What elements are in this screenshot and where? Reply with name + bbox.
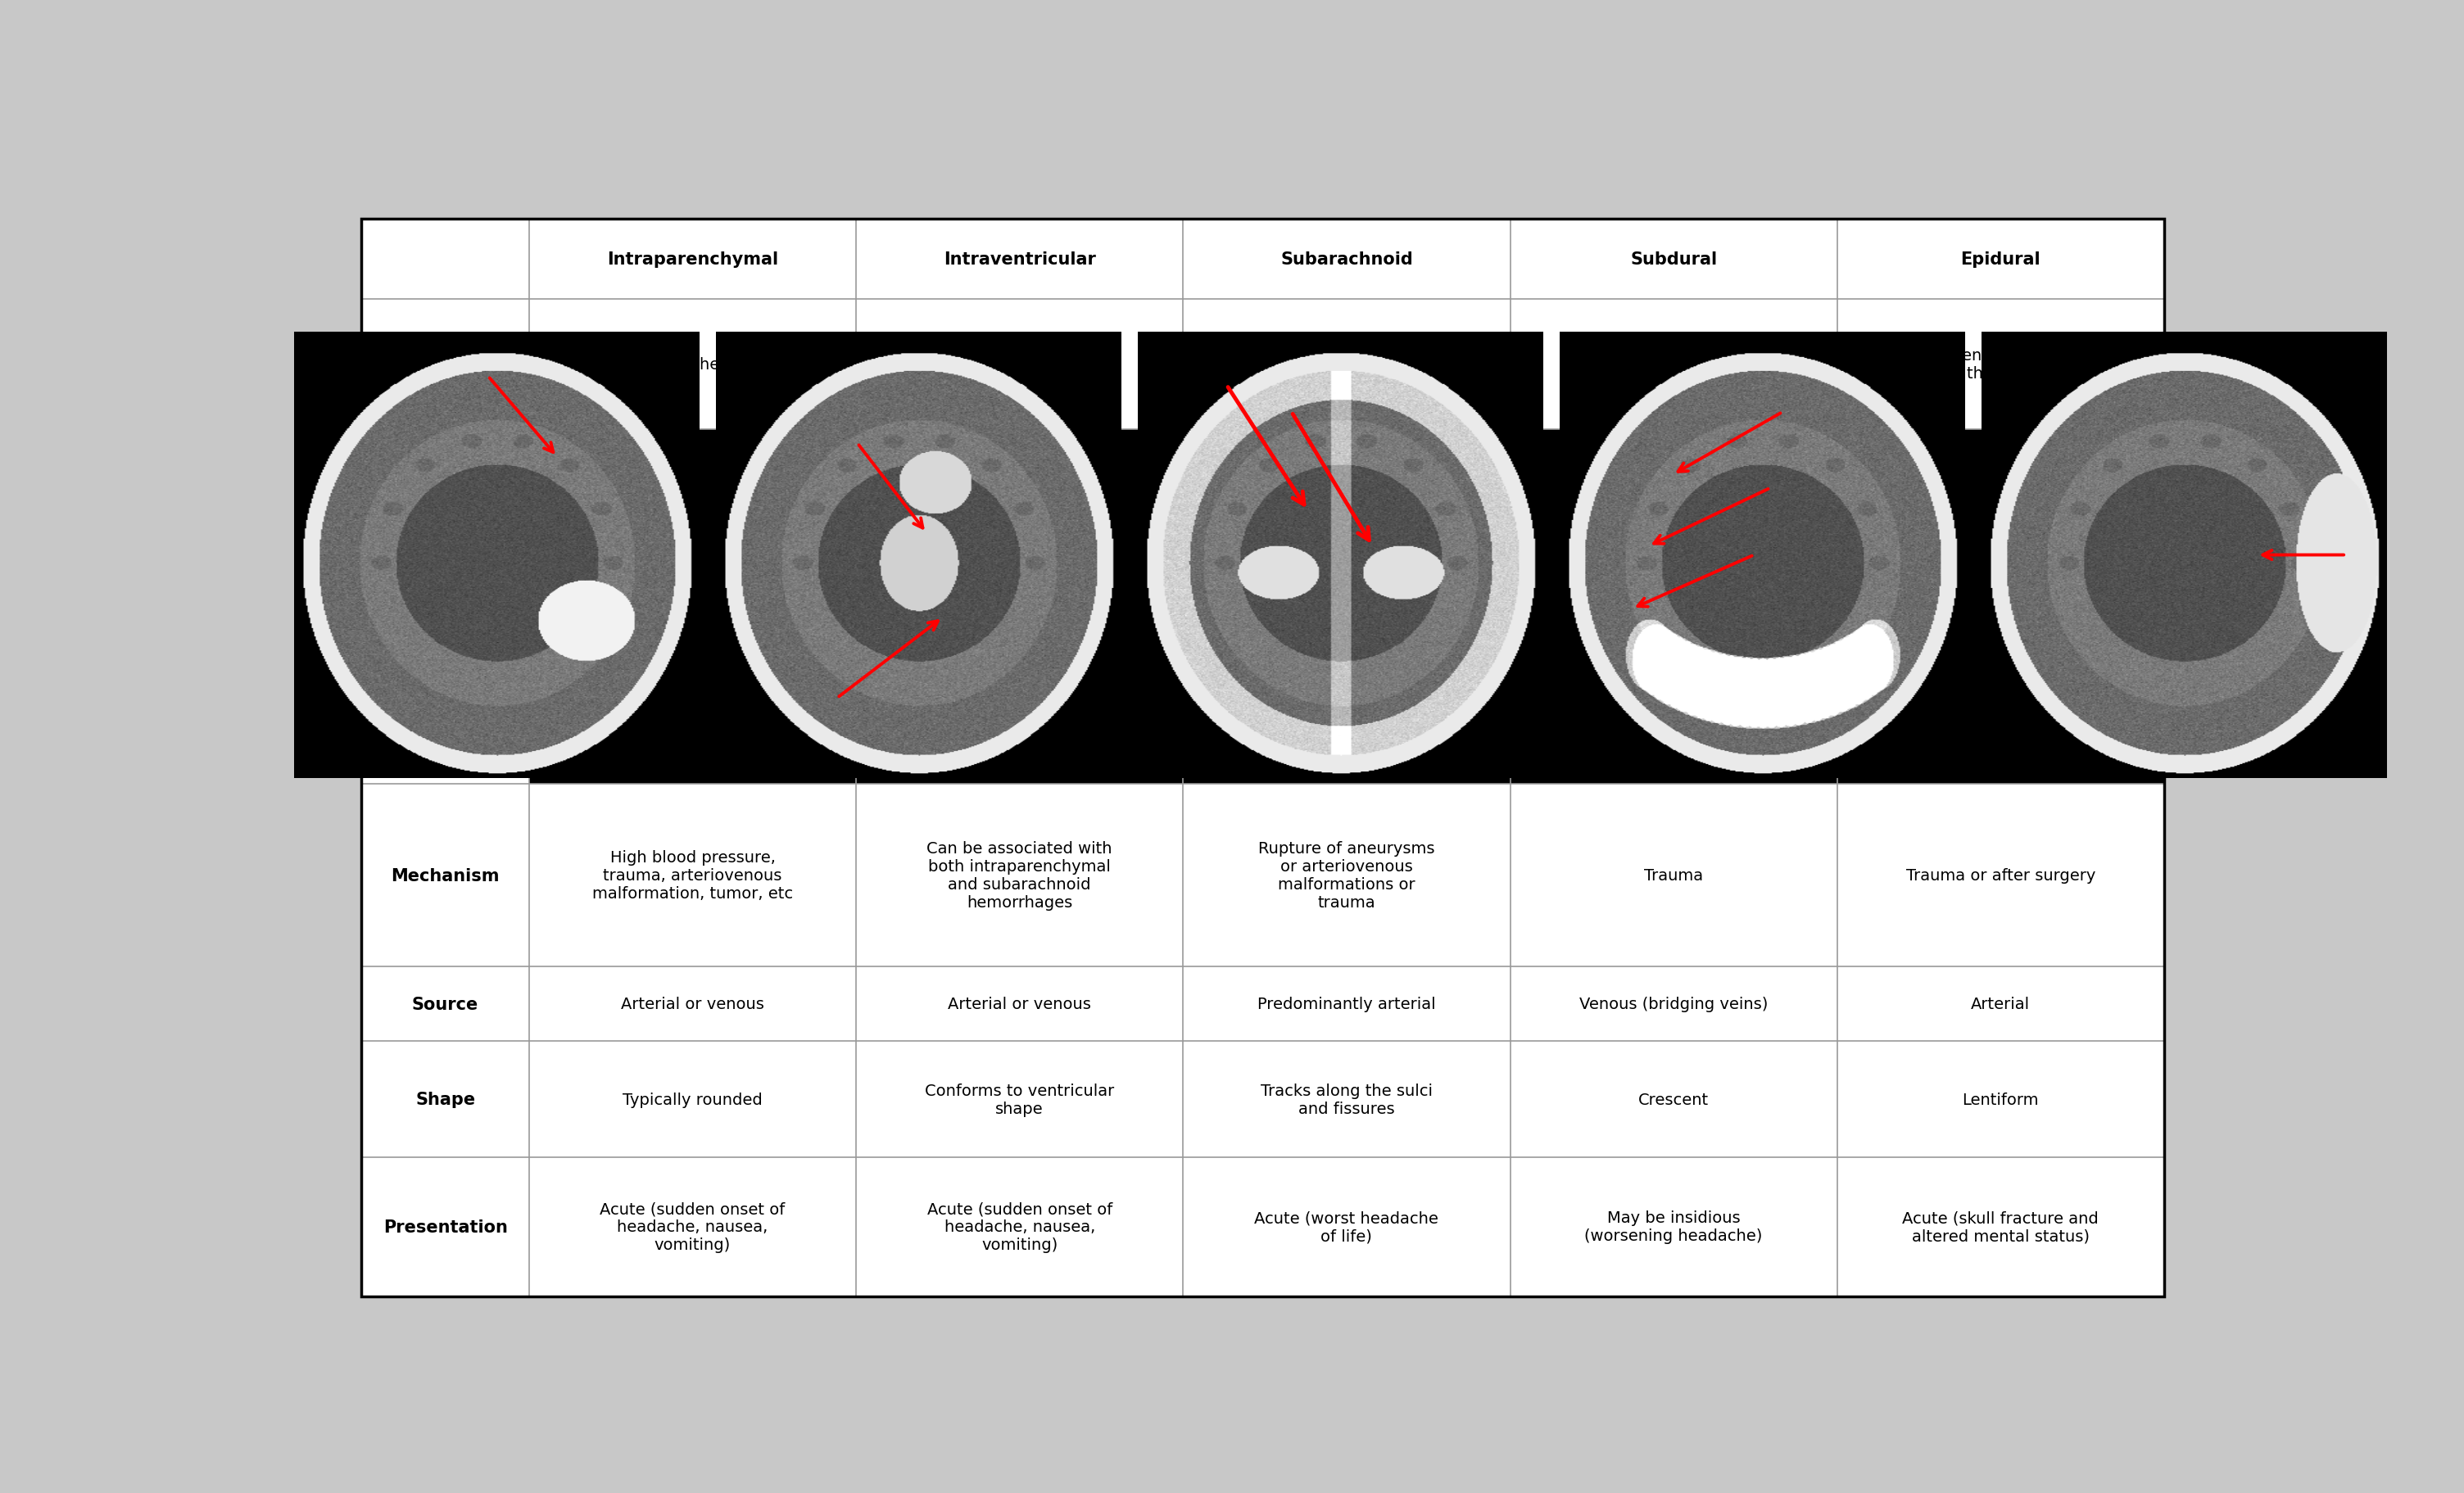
Text: Between the dura and
the skull: Between the dura and the skull — [1912, 348, 2089, 381]
Text: Intraparenchymal: Intraparenchymal — [606, 251, 779, 267]
Bar — [1183, 1042, 1510, 1157]
Text: Arterial or venous: Arterial or venous — [949, 996, 1092, 1012]
Text: Can be associated with
both intraparenchymal
and subarachnoid
hemorrhages: Can be associated with both intraparench… — [926, 841, 1111, 911]
Bar — [1183, 300, 1510, 430]
Bar — [1510, 967, 1838, 1042]
Bar — [855, 784, 1183, 967]
Bar — [362, 784, 530, 967]
Bar — [1838, 219, 2163, 300]
Text: Venous (bridging veins): Venous (bridging veins) — [1579, 996, 1769, 1012]
Bar — [1838, 300, 2163, 430]
Text: Location: Location — [404, 357, 485, 373]
Text: Crescent: Crescent — [1639, 1091, 1710, 1108]
Text: Imaging: Imaging — [407, 599, 485, 615]
Bar — [855, 967, 1183, 1042]
Text: Shape: Shape — [416, 1091, 476, 1108]
Bar — [530, 1042, 855, 1157]
Text: Typically rounded: Typically rounded — [623, 1091, 761, 1108]
Bar — [362, 300, 530, 430]
Bar — [362, 967, 530, 1042]
Text: Acute (skull fracture and
altered mental status): Acute (skull fracture and altered mental… — [1902, 1211, 2099, 1244]
Bar — [1838, 1157, 2163, 1296]
Bar — [530, 430, 2163, 784]
Bar — [1510, 300, 1838, 430]
Text: Subarachnoid: Subarachnoid — [1281, 251, 1412, 267]
Text: Conforms to ventricular
shape: Conforms to ventricular shape — [924, 1082, 1114, 1117]
Text: Rupture of aneurysms
or arteriovenous
malformations or
trauma: Rupture of aneurysms or arteriovenous ma… — [1259, 841, 1434, 911]
Bar — [362, 1157, 530, 1296]
Bar — [1183, 784, 1510, 967]
Text: Inside of the brain: Inside of the brain — [621, 357, 766, 372]
Text: Epidural: Epidural — [1961, 251, 2040, 267]
Text: Predominantly arterial: Predominantly arterial — [1257, 996, 1437, 1012]
Text: Acute (worst headache
of life): Acute (worst headache of life) — [1254, 1211, 1439, 1244]
Bar — [855, 219, 1183, 300]
Text: Trauma: Trauma — [1643, 867, 1703, 884]
Bar — [530, 219, 855, 300]
Bar — [1838, 784, 2163, 967]
Text: Between the Dura and
the arachnoid: Between the Dura and the arachnoid — [1584, 348, 1764, 381]
Text: Lentiform: Lentiform — [1961, 1091, 2038, 1108]
Text: Subdural: Subdural — [1631, 251, 1717, 267]
Text: Presentation: Presentation — [382, 1218, 508, 1235]
Text: Source: Source — [411, 996, 478, 1012]
Text: Acute (sudden onset of
headache, nausea,
vomiting): Acute (sudden onset of headache, nausea,… — [599, 1200, 786, 1253]
Text: Between the arachnoid
and the pia mater: Between the arachnoid and the pia mater — [1254, 348, 1439, 381]
Text: Mechanism: Mechanism — [392, 867, 500, 884]
Bar — [1838, 967, 2163, 1042]
Bar — [530, 784, 855, 967]
Text: Intraventricular: Intraventricular — [944, 251, 1096, 267]
Text: Arterial: Arterial — [1971, 996, 2030, 1012]
Bar — [1183, 1157, 1510, 1296]
Text: Acute (sudden onset of
headache, nausea,
vomiting): Acute (sudden onset of headache, nausea,… — [926, 1200, 1111, 1253]
Bar — [362, 219, 530, 300]
Bar — [1510, 1157, 1838, 1296]
Bar — [855, 1157, 1183, 1296]
Text: Tracks along the sulci
and fissures: Tracks along the sulci and fissures — [1262, 1082, 1432, 1117]
Bar — [855, 1042, 1183, 1157]
Bar — [1838, 1042, 2163, 1157]
Bar — [1183, 219, 1510, 300]
Bar — [362, 430, 530, 784]
Bar — [1510, 784, 1838, 967]
Bar — [855, 300, 1183, 430]
Text: May be insidious
(worsening headache): May be insidious (worsening headache) — [1584, 1211, 1762, 1244]
Bar — [530, 300, 855, 430]
Bar — [530, 1157, 855, 1296]
Text: Arterial or venous: Arterial or venous — [621, 996, 764, 1012]
Bar — [1510, 219, 1838, 300]
Bar — [530, 967, 855, 1042]
Text: High blood pressure,
trauma, arteriovenous
malformation, tumor, etc: High blood pressure, trauma, arterioveno… — [591, 850, 793, 902]
Text: Inside of the ventricle: Inside of the ventricle — [931, 357, 1106, 372]
Bar — [1510, 1042, 1838, 1157]
Text: Trauma or after surgery: Trauma or after surgery — [1905, 867, 2094, 884]
Bar — [1183, 967, 1510, 1042]
Bar — [362, 1042, 530, 1157]
